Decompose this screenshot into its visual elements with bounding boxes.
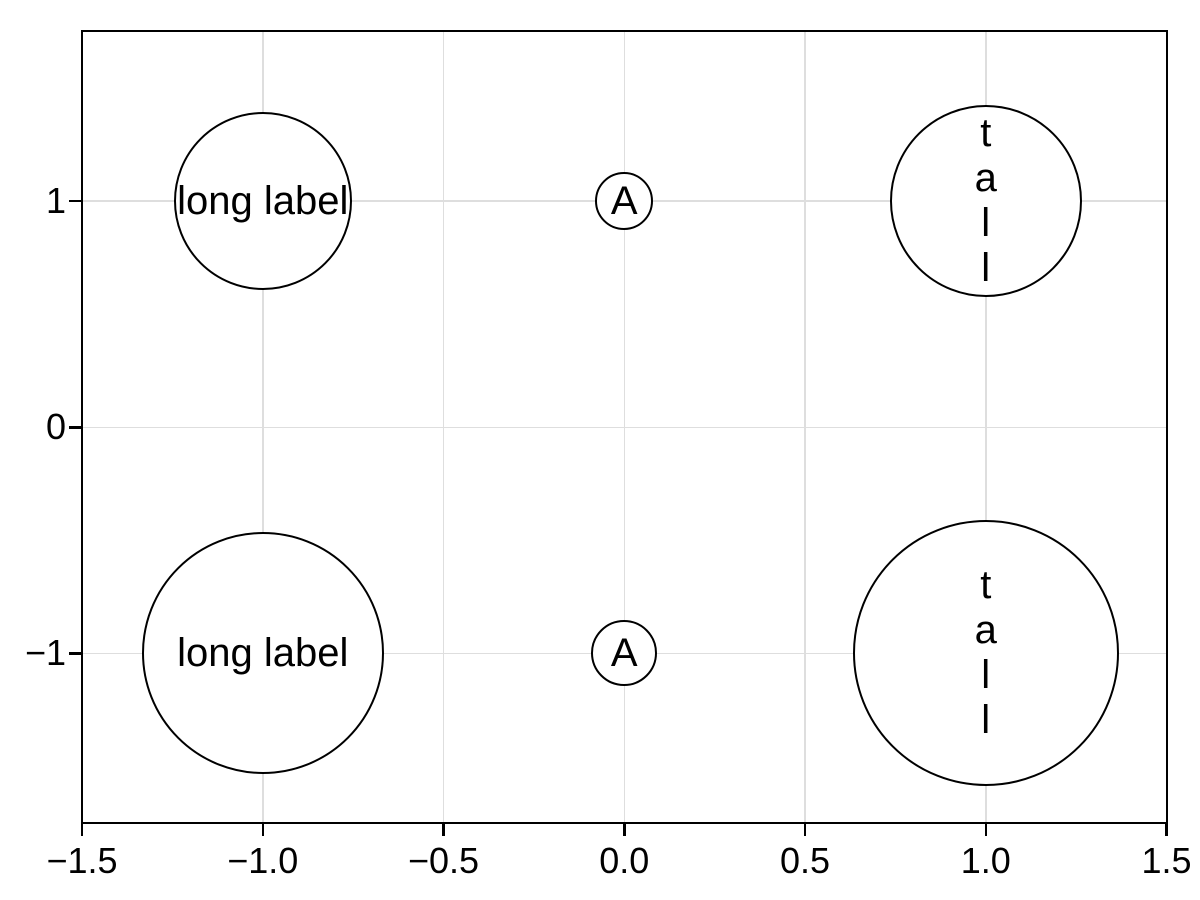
data-point-label: long label bbox=[177, 179, 349, 224]
x-axis-tick-label: −1.0 bbox=[227, 840, 299, 881]
data-point-label: A bbox=[610, 179, 638, 224]
data-point-label: long label bbox=[177, 631, 349, 676]
data-point-circle: A bbox=[591, 620, 658, 687]
x-axis-tick bbox=[80, 824, 84, 837]
x-axis-tick bbox=[984, 824, 987, 837]
y-axis-tick-label: −1 bbox=[24, 632, 66, 674]
y-axis-tick bbox=[68, 199, 81, 203]
x-axis-tick-label: −0.5 bbox=[407, 840, 480, 881]
y-axis-tick bbox=[68, 426, 81, 429]
y-axis-tick-label: 1 bbox=[45, 180, 66, 222]
data-point-circle: t a l l bbox=[889, 105, 1082, 298]
x-axis-tick-label: −1.5 bbox=[46, 840, 118, 881]
x-axis-tick bbox=[803, 824, 807, 837]
x-axis-tick-label: 0.5 bbox=[779, 840, 831, 881]
data-point-label: t a l l bbox=[974, 563, 997, 743]
y-axis-tick-label: 0 bbox=[45, 406, 66, 448]
x-axis-tick bbox=[1165, 824, 1168, 837]
y-axis-tick bbox=[68, 652, 81, 655]
data-point-circle: t a l l bbox=[852, 520, 1119, 787]
x-axis-tick-label: 1.5 bbox=[1141, 840, 1192, 881]
data-point-label: t a l l bbox=[974, 111, 997, 291]
x-axis-tick bbox=[623, 824, 626, 837]
data-point-circle: long label bbox=[173, 112, 352, 291]
x-axis-tick-label: 0.0 bbox=[599, 840, 650, 881]
data-point-label: A bbox=[610, 631, 638, 676]
x-axis-tick bbox=[261, 824, 264, 837]
data-point-circle: A bbox=[595, 172, 654, 231]
horizontal-gridline bbox=[82, 426, 1167, 428]
x-axis-tick-label: 1.0 bbox=[960, 840, 1011, 881]
x-axis-tick bbox=[442, 824, 445, 837]
data-point-circle: long label bbox=[141, 532, 384, 775]
